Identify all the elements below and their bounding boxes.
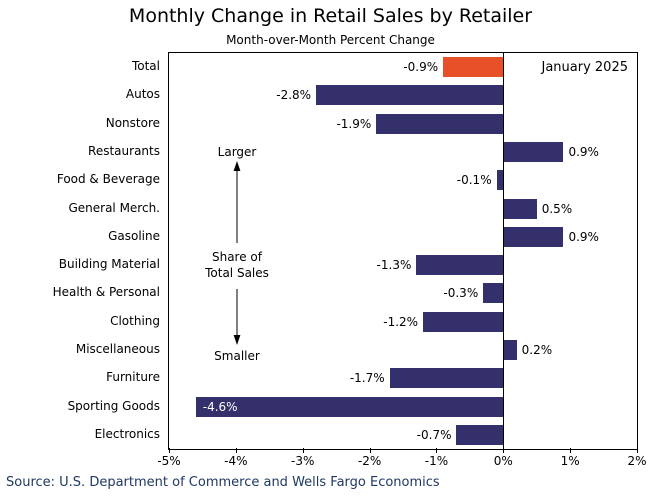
x-tick-mark <box>369 448 371 453</box>
annotation-smaller: Smaller <box>214 349 260 363</box>
bar <box>503 340 517 360</box>
category-label: Health & Personal <box>52 285 160 300</box>
bar-value-label: -1.2% <box>383 314 419 329</box>
bar <box>483 283 504 304</box>
category-label: Sporting Goods <box>67 398 160 413</box>
bar-value-label: -0.9% <box>403 60 439 75</box>
bar-value-label: 0.5% <box>541 201 573 216</box>
x-tick-label: -4% <box>224 454 248 468</box>
bar-value-label: -1.3% <box>376 258 412 273</box>
bar <box>496 170 504 191</box>
annotation-share-of-total-sales: Share of Total Sales <box>205 249 269 281</box>
category-label: Furniture <box>106 370 160 385</box>
bar <box>195 396 504 417</box>
category-label: Gasoline <box>108 228 160 243</box>
source-note: Source: U.S. Department of Commerce and … <box>6 475 440 490</box>
period-annotation: January 2025 <box>541 60 629 75</box>
x-tick-mark <box>570 448 572 453</box>
bar-value-label: -0.1% <box>456 173 492 188</box>
bar-value-label: 0.2% <box>521 343 553 357</box>
bar <box>316 85 504 106</box>
category-label: Electronics <box>94 426 160 441</box>
x-tick-label: 0% <box>493 454 513 468</box>
category-label: Clothing <box>110 313 160 328</box>
bar <box>416 255 504 276</box>
x-tick-label: 2% <box>627 454 647 468</box>
x-tick-mark <box>436 448 438 453</box>
plot-area: January 2025 Larger Share of Total Sales… <box>168 52 638 453</box>
category-label: Nonstore <box>105 115 160 130</box>
bar-value-label: -1.9% <box>336 116 372 131</box>
bar-highlight-total <box>443 57 504 78</box>
x-tick-mark <box>503 448 505 453</box>
up-arrow-icon <box>233 161 241 243</box>
category-label: Restaurants <box>88 144 160 158</box>
chart-subtitle: Month-over-Month Percent Change <box>226 33 435 47</box>
category-label: Food & Beverage <box>56 172 160 187</box>
annotation-larger: Larger <box>217 145 257 159</box>
category-label: Building Material <box>58 257 160 272</box>
bar-value-label: -0.7% <box>416 427 452 442</box>
category-label: Autos <box>125 87 160 102</box>
zero-axis-line <box>503 53 505 449</box>
bar <box>389 368 504 389</box>
x-tick-label: -5% <box>157 454 181 468</box>
category-label: Miscellaneous <box>75 342 160 356</box>
bar <box>503 142 564 162</box>
x-axis: -5% -4% -3% -2% -1% 0% 1% 2% <box>157 454 646 470</box>
bar-value-label: -4.6% <box>202 399 238 414</box>
x-tick-label: -2% <box>357 454 382 468</box>
bar-value-label: 0.9% <box>568 229 599 244</box>
x-tick-mark <box>235 448 237 453</box>
bar-value-label: 0.9% <box>568 145 599 159</box>
annotation-share-line1: Share of <box>211 250 262 264</box>
bar-value-label: -1.7% <box>349 371 385 386</box>
category-label: Total <box>131 59 160 74</box>
annotation-share-line2: Total Sales <box>205 266 269 280</box>
bar-value-label: -0.3% <box>443 286 479 301</box>
category-label: General Merch. <box>68 200 160 215</box>
bar <box>456 424 504 445</box>
x-tick-mark <box>637 448 638 453</box>
x-tick-label: -3% <box>291 454 315 468</box>
x-tick-mark <box>169 448 170 453</box>
chart-title: Monthly Change in Retail Sales by Retail… <box>128 5 533 27</box>
category-labels: Total Autos Nonstore Restaurants Food & Beve… <box>0 52 160 450</box>
x-tick-label: -1% <box>424 454 449 468</box>
bar <box>423 311 504 332</box>
bar <box>503 226 564 247</box>
x-tick-mark <box>302 448 304 453</box>
bar <box>503 198 537 219</box>
bar <box>376 113 504 134</box>
x-tick-label: 1% <box>560 454 580 468</box>
bar-value-label: -2.8% <box>276 88 312 103</box>
down-arrow-icon <box>233 289 241 345</box>
